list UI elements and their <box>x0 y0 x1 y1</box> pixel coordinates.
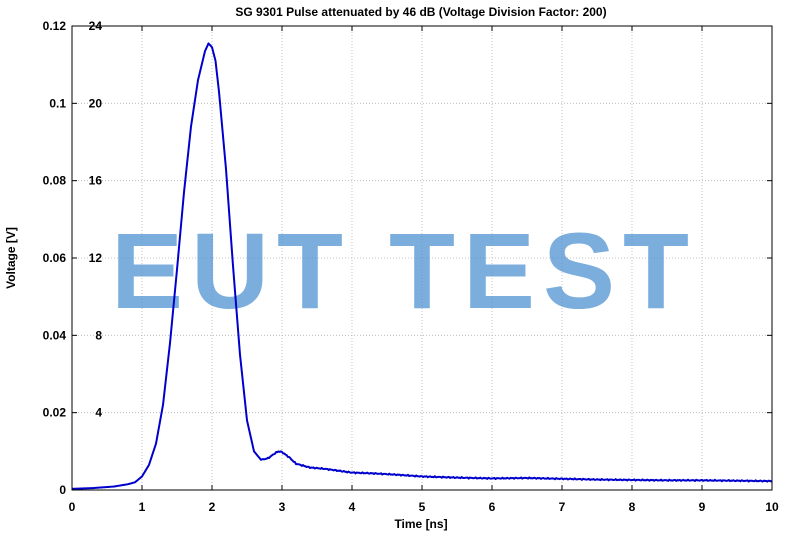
x-tick-label: 3 <box>279 500 286 514</box>
x-axis-label: Time [ns] <box>394 517 447 531</box>
y-tick-label: 0 <box>59 483 66 497</box>
y-tick-label: 0.12 <box>43 19 67 33</box>
x-tick-label: 5 <box>419 500 426 514</box>
y-tick-label: 0.06 <box>43 251 67 265</box>
x-tick-label: 7 <box>559 500 566 514</box>
watermark-text: EUT TEST <box>111 210 697 331</box>
y2-tick-label: 16 <box>89 174 103 188</box>
x-tick-label: 6 <box>489 500 496 514</box>
y-tick-label: 0.02 <box>43 406 67 420</box>
series-line <box>71 42 773 490</box>
y2-tick-label: 8 <box>95 328 102 342</box>
watermark: EUT TEST <box>111 210 697 331</box>
y2-tick-label: 24 <box>89 19 103 33</box>
chart-title: SG 9301 Pulse attenuated by 46 dB (Volta… <box>235 5 606 19</box>
y-tick-label: 0.08 <box>43 174 67 188</box>
grid <box>72 26 772 490</box>
y-axis-label: Voltage [V] <box>4 227 18 289</box>
y-tick-label: 0.1 <box>49 96 66 110</box>
y-tick-label: 0.04 <box>43 328 67 342</box>
x-tick-label: 0 <box>69 500 76 514</box>
x-tick-label: 4 <box>349 500 356 514</box>
y2-tick-label: 4 <box>95 406 102 420</box>
x-tick-label: 8 <box>629 500 636 514</box>
x-tick-label: 1 <box>139 500 146 514</box>
x-tick-label: 10 <box>765 500 779 514</box>
ticks: 0 1 2 3 4 5 6 7 8 9 1000.020.040.060.080.10.124812… <box>43 19 779 514</box>
y2-tick-label: 12 <box>89 251 103 265</box>
y2-tick-label: 20 <box>89 96 103 110</box>
x-tick-label: 9 <box>699 500 706 514</box>
x-tick-label: 2 <box>209 500 216 514</box>
